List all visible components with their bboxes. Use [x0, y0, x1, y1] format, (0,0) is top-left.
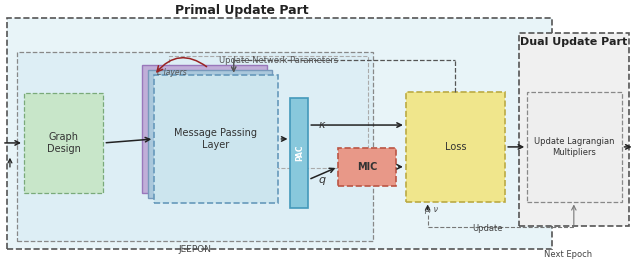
Text: Update Network Parameters: Update Network Parameters	[219, 56, 338, 65]
Text: Next Epoch: Next Epoch	[543, 250, 592, 259]
Bar	[7, 18, 552, 249]
Text: Dual Update Part: Dual Update Part	[520, 38, 627, 48]
Bar	[169, 57, 368, 168]
Text: Message Passing
Layer: Message Passing Layer	[174, 128, 257, 150]
Bar	[142, 65, 266, 193]
Text: Loss: Loss	[445, 142, 466, 152]
Text: PAC: PAC	[295, 145, 304, 161]
Bar	[291, 98, 308, 208]
Text: Update Lagrangian
Multipliers: Update Lagrangian Multipliers	[534, 137, 614, 156]
Bar	[154, 75, 278, 203]
Text: q: q	[319, 175, 326, 185]
Bar	[148, 70, 273, 198]
Text: Graph
Design: Graph Design	[47, 132, 81, 154]
Text: JEEPON: JEEPON	[179, 245, 211, 254]
Text: MIC: MIC	[356, 162, 377, 172]
Text: κ: κ	[319, 120, 326, 130]
Text: μ, ν: μ, ν	[424, 205, 438, 214]
Bar	[24, 93, 104, 193]
Bar	[338, 148, 396, 186]
Text: Update: Update	[472, 224, 502, 233]
Bar	[519, 33, 628, 226]
Bar	[406, 92, 505, 202]
Bar	[17, 52, 373, 241]
Bar	[527, 92, 621, 202]
Text: L layers: L layers	[157, 68, 187, 77]
Text: Primal Update Part: Primal Update Part	[175, 4, 308, 17]
